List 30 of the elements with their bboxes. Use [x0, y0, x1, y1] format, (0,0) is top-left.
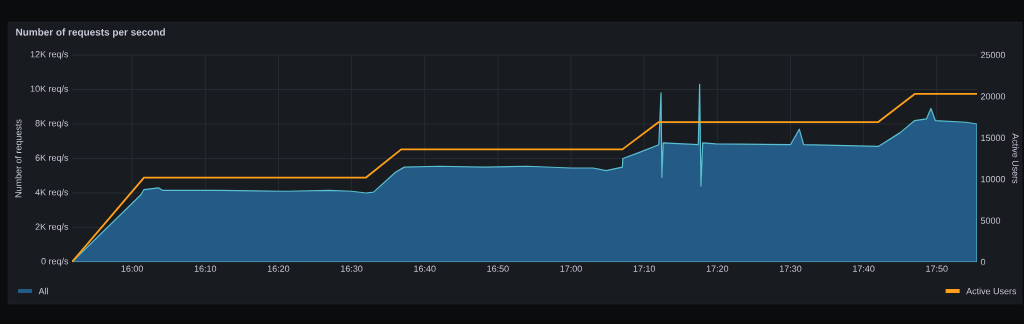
x-tick-label: 16:00 — [121, 265, 143, 272]
x-tick-label: 17:50 — [926, 265, 948, 272]
x-tick-label: 17:00 — [560, 265, 582, 272]
x-tick-label: 17:40 — [853, 265, 875, 272]
y2-axis-title: Active Users — [1012, 133, 1019, 184]
y2-tick-label: 15000 — [981, 134, 1006, 141]
x-tick-label: 17:20 — [706, 265, 729, 272]
legend-label: All — [38, 287, 48, 295]
y2-tick-label: 0 — [980, 258, 986, 266]
y2-tick-label: 5000 — [980, 217, 1001, 224]
y2-tick-label: 25000 — [980, 51, 1006, 59]
y-tick-label: 4K req/s — [35, 188, 69, 198]
x-tick-label: 16:20 — [267, 265, 290, 272]
x-tick-label: 16:30 — [341, 265, 363, 272]
x-tick-label: 17:30 — [779, 265, 802, 272]
x-tick-label: 16:40 — [414, 265, 436, 272]
chart-title: Number of requests per second — [16, 28, 165, 38]
y-tick-label: 10K req/s — [30, 85, 69, 94]
y-tick-label: 8K req/s — [35, 119, 69, 129]
y-tick-label: 12K req/s — [30, 50, 69, 60]
y-tick-label: 0 req/s — [41, 257, 69, 267]
y-tick-label: 2K req/s — [35, 223, 69, 232]
y-tick-label: 6K req/s — [35, 154, 69, 163]
x-tick-label: 16:10 — [194, 265, 217, 272]
y2-tick-label: 10000 — [981, 176, 1006, 183]
x-tick-label: 17:10 — [633, 265, 656, 272]
y2-tick-label: 20000 — [980, 93, 1006, 100]
x-tick-label: 16:50 — [487, 265, 509, 272]
legend-label: Active Users — [966, 287, 1017, 295]
y-axis-title: Number of requests — [14, 119, 24, 198]
